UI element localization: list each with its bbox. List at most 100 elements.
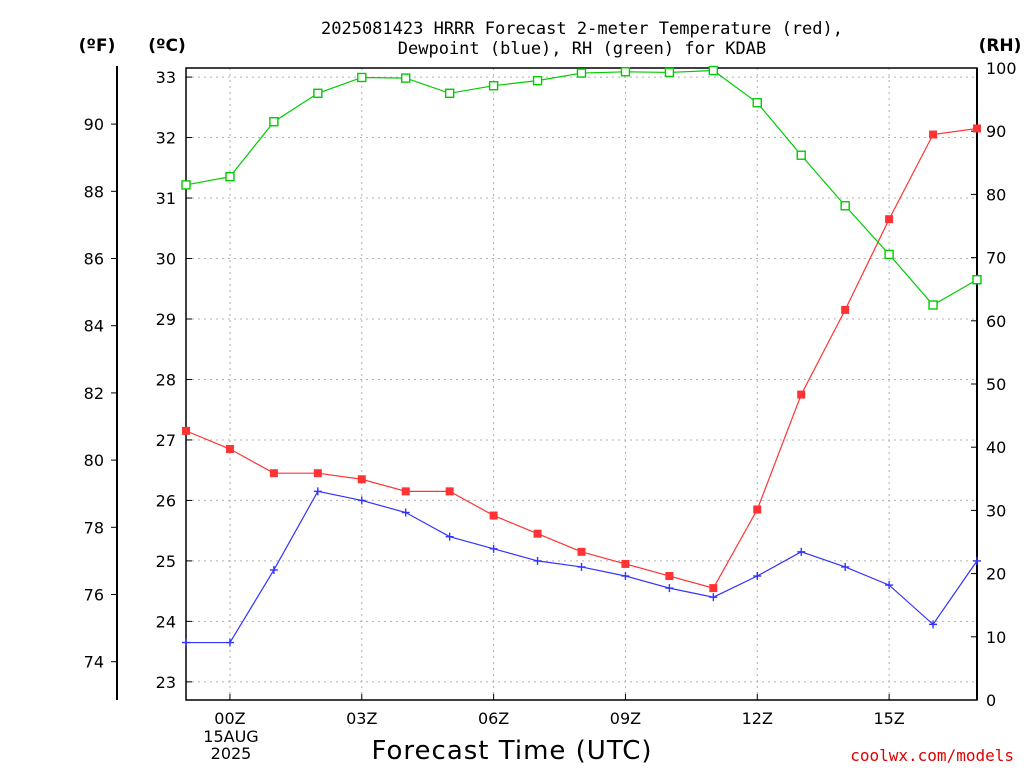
temperature-point — [753, 505, 762, 514]
temperature-point — [225, 445, 234, 454]
rh-point — [708, 65, 719, 76]
celsius-tick-label: 23 — [156, 673, 176, 692]
fahrenheit-axis-unit: (ºF) — [79, 36, 116, 56]
chart-title-line-2: Dewpoint (blue), RH (green) for KDAB — [398, 39, 766, 59]
celsius-tick-label: 31 — [156, 189, 176, 208]
temperature-point — [929, 130, 938, 139]
dewpoint-point — [665, 584, 674, 593]
celsius-tick-label: 32 — [156, 129, 176, 148]
fahrenheit-tick-label: 74 — [84, 653, 104, 672]
celsius-tick-label: 28 — [156, 370, 176, 389]
rh-point — [444, 88, 455, 98]
dewpoint-point — [357, 496, 366, 505]
dewpoint-point — [225, 638, 234, 647]
dewpoint-point — [445, 532, 454, 541]
rh-tick-label: 80 — [986, 185, 1006, 204]
fahrenheit-tick-label: 76 — [84, 585, 104, 604]
dewpoint-point — [533, 556, 542, 565]
rh-tick-label: 100 — [986, 59, 1017, 78]
temperature-point — [269, 469, 278, 478]
rh-point — [269, 117, 279, 127]
temperature-point — [577, 547, 586, 556]
rh-point — [401, 73, 411, 83]
celsius-tick-label: 27 — [156, 431, 176, 450]
x-tick-label: 06Z — [478, 709, 509, 728]
rh-point — [488, 80, 499, 91]
fahrenheit-tick-label: 80 — [84, 451, 104, 470]
temperature-point — [709, 584, 718, 593]
fahrenheit-tick-label: 78 — [84, 518, 104, 537]
temperature-point — [885, 215, 894, 224]
temperature-point — [533, 529, 542, 538]
dewpoint-point — [489, 544, 498, 553]
rh-tick-label: 70 — [986, 249, 1006, 268]
rh-tick-label: 10 — [986, 628, 1006, 647]
rh-point — [357, 72, 367, 83]
x-axis-title: Forecast Time (UTC) — [371, 736, 652, 766]
temperature-point — [401, 487, 410, 496]
rh-point — [313, 88, 323, 98]
celsius-tick-label: 26 — [156, 491, 176, 510]
grid-lines — [186, 68, 977, 700]
rh-point — [972, 275, 982, 285]
celsius-tick-label: 25 — [156, 552, 176, 571]
rh-point — [840, 201, 850, 211]
series-temperature — [182, 124, 981, 593]
rh-point — [884, 249, 894, 260]
dewpoint-point — [929, 620, 938, 629]
dewpoint-point — [182, 638, 190, 647]
rh-point — [576, 68, 587, 78]
temperature-point — [841, 305, 850, 314]
celsius-tick-label: 24 — [156, 612, 176, 631]
x-tick-label: 03Z — [346, 709, 377, 728]
chart-axes: 23 24 25 26 27 28 29 30 31 32 33 74 76 78 80 82 84 86 88 90… — [84, 59, 1017, 728]
date-label-year: 2025 — [211, 744, 252, 763]
rh-tick-label: 40 — [986, 438, 1006, 457]
dewpoint-point — [313, 487, 322, 496]
fahrenheit-tick-label: 82 — [84, 384, 104, 403]
dewpoint-point — [621, 572, 630, 581]
rh-point — [664, 67, 675, 78]
dewpoint-point — [709, 593, 718, 602]
dewpoint-point — [401, 508, 410, 517]
dewpoint-point — [973, 556, 981, 565]
temperature-point — [797, 390, 806, 399]
rh-point — [796, 150, 806, 160]
plot-frame — [185, 67, 978, 701]
rh-tick-label: 20 — [986, 565, 1006, 584]
fahrenheit-tick-label: 86 — [84, 250, 104, 269]
x-tick-label: 00Z — [214, 709, 245, 728]
dewpoint-point — [753, 572, 762, 581]
celsius-tick-label: 29 — [156, 310, 176, 329]
dewpoint-point — [269, 565, 278, 574]
chart-title-line-1: 2025081423 HRRR Forecast 2-meter Tempera… — [321, 19, 843, 39]
rh-point — [928, 300, 938, 310]
temperature-point — [445, 487, 454, 496]
credit-text: coolwx.com/models — [850, 746, 1014, 765]
temperature-point — [973, 124, 981, 133]
rh-tick-label: 90 — [986, 122, 1006, 141]
temperature-point — [357, 475, 366, 484]
fahrenheit-tick-label: 84 — [84, 317, 104, 336]
temperature-point — [182, 426, 190, 435]
dewpoint-point — [797, 547, 806, 556]
rh-tick-label: 0 — [986, 691, 996, 710]
temperature-point — [313, 469, 322, 478]
rh-point — [181, 180, 191, 190]
chart-series — [181, 65, 982, 647]
rh-point — [620, 67, 631, 77]
x-tick-label: 09Z — [610, 709, 641, 728]
celsius-axis-unit: (ºC) — [148, 36, 186, 56]
rh-point — [752, 98, 762, 108]
fahrenheit-tick-label: 90 — [84, 115, 104, 134]
series-line-temperature — [185, 127, 978, 589]
temperature-point — [621, 559, 630, 568]
rh-axis-unit: (RH) — [979, 36, 1022, 56]
x-tick-label: 12Z — [742, 709, 773, 728]
rh-tick-label: 50 — [986, 375, 1006, 394]
temperature-point — [665, 572, 674, 581]
x-tick-label: 15Z — [873, 709, 904, 728]
rh-point — [225, 172, 235, 182]
dewpoint-point — [841, 562, 850, 571]
